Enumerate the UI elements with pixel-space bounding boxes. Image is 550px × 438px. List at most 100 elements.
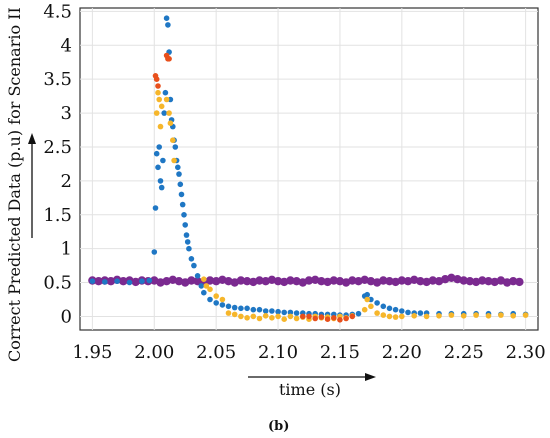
data-point [193, 277, 202, 286]
data-point [244, 305, 250, 312]
data-point [177, 181, 184, 188]
data-point [207, 296, 213, 303]
data-point [198, 283, 205, 289]
data-point [94, 277, 103, 286]
data-point [219, 302, 226, 308]
data-point [155, 89, 161, 96]
x-axis-label: time (s) [279, 380, 341, 399]
y-axis-arrow [28, 133, 36, 238]
data-point [157, 123, 164, 130]
data-point [379, 276, 388, 285]
data-point [281, 316, 288, 323]
data-point [485, 313, 492, 319]
data-point [165, 22, 171, 28]
data-point [399, 308, 405, 314]
y-tick-label: 0.5 [43, 273, 72, 294]
data-point [175, 164, 181, 171]
data-point [269, 308, 275, 314]
data-point [163, 96, 170, 103]
data-point [166, 110, 172, 116]
data-point [275, 313, 281, 320]
data-point [203, 283, 210, 289]
data-point [317, 277, 326, 286]
y-tick-label: 0 [61, 306, 72, 327]
data-point [170, 137, 176, 143]
data-point [349, 313, 356, 320]
data-point [162, 89, 169, 96]
data-point [155, 164, 161, 171]
data-point [484, 277, 493, 286]
data-point [256, 306, 263, 313]
data-point [139, 278, 145, 285]
data-point [102, 279, 108, 285]
data-point [231, 304, 238, 311]
data-point [151, 249, 158, 255]
data-point [448, 312, 455, 318]
data-point [522, 312, 529, 318]
x-axis-arrow [248, 373, 376, 381]
data-point [355, 310, 362, 317]
data-point [361, 306, 368, 313]
data-point [207, 286, 213, 293]
data-point [158, 103, 165, 110]
grid [80, 8, 538, 330]
data-point [119, 277, 128, 286]
data-point [417, 310, 424, 316]
data-point [374, 300, 380, 306]
data-point [423, 313, 430, 320]
data-point [194, 273, 201, 279]
data-point [160, 157, 166, 164]
data-point [364, 296, 371, 303]
data-point [213, 300, 219, 306]
data-point [262, 308, 269, 314]
x-tick-label: 2.15 [320, 342, 360, 363]
data-point [152, 205, 159, 211]
data-point [460, 313, 467, 319]
data-point [405, 309, 411, 316]
data-point [179, 201, 186, 208]
data-point [89, 278, 96, 285]
data-point [255, 276, 264, 285]
data-point [416, 277, 425, 286]
data-point [219, 296, 226, 303]
data-point [273, 277, 283, 286]
data-point [161, 110, 167, 116]
data-point [306, 313, 312, 320]
data-point [465, 277, 475, 286]
data-point [337, 317, 343, 323]
y-axis-label: Correct Predicted Data (p.u) for Scenari… [5, 7, 24, 362]
series-3 [152, 52, 356, 323]
data-point [312, 315, 319, 322]
data-point [269, 315, 275, 321]
y-tick-label: 3.5 [43, 69, 72, 90]
y-tick-label: 4.5 [43, 1, 72, 22]
data-point [183, 232, 190, 238]
y-tick-label: 2 [61, 171, 72, 192]
data-point [231, 311, 238, 318]
data-point [397, 276, 406, 285]
data-point [153, 150, 160, 157]
data-point [172, 144, 179, 150]
data-point [348, 276, 357, 285]
data-point [201, 276, 207, 283]
y-tick-label: 1 [61, 239, 72, 260]
data-point [153, 76, 160, 82]
data-point [386, 313, 393, 320]
data-point [509, 277, 518, 286]
data-point [186, 245, 192, 252]
series-2 [153, 89, 529, 323]
data-point [380, 312, 387, 318]
data-point [182, 222, 188, 228]
scatter-points [88, 15, 529, 323]
data-point [163, 15, 170, 21]
data-point [386, 305, 393, 312]
data-point [242, 277, 252, 286]
data-point [158, 184, 165, 191]
data-point [262, 313, 269, 319]
data-point [184, 239, 191, 245]
data-point [304, 276, 314, 285]
data-point [318, 314, 325, 320]
data-point [515, 277, 524, 287]
data-point [188, 255, 195, 262]
